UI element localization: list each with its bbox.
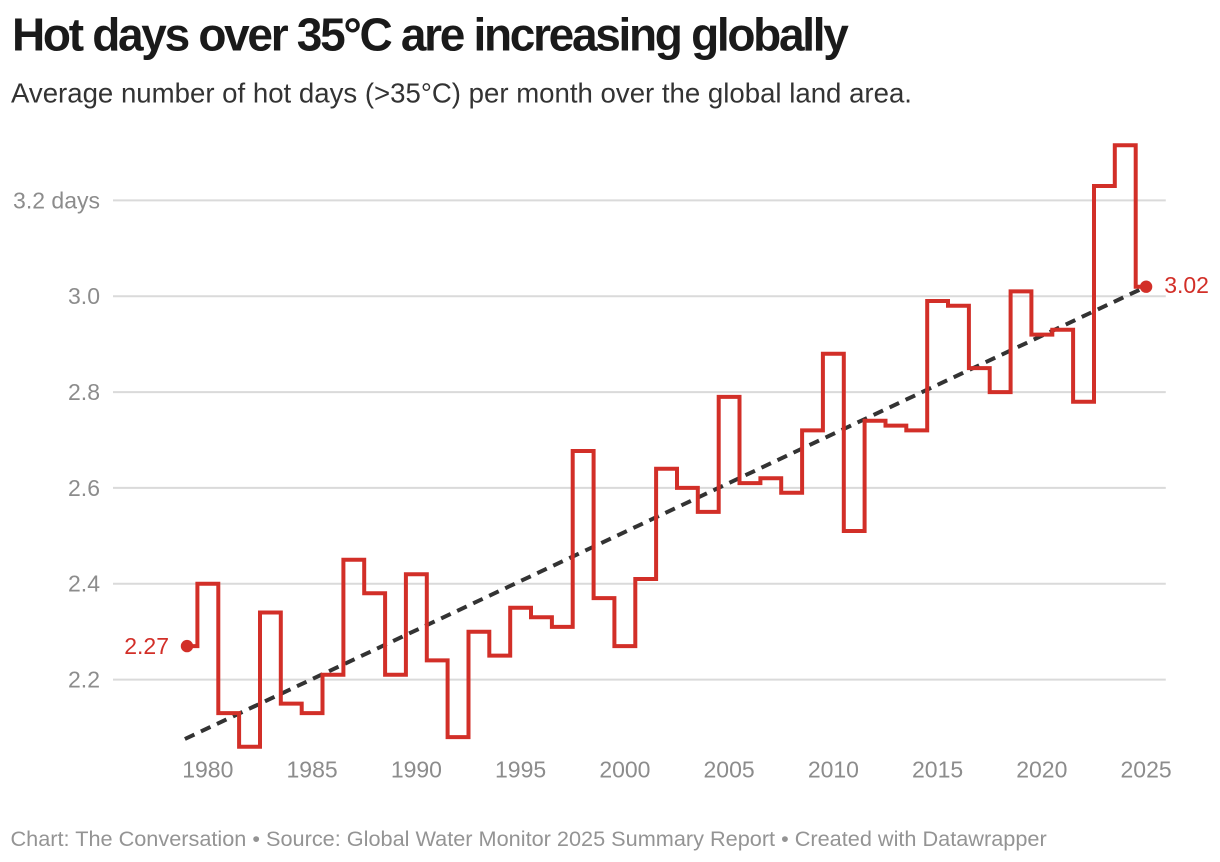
svg-text:1985: 1985 (287, 757, 338, 783)
svg-text:Chart: The Conversation • Sour: Chart: The Conversation • Source: Global… (11, 826, 1047, 851)
svg-text:3.2 days: 3.2 days (13, 187, 100, 213)
svg-text:2.2: 2.2 (68, 667, 100, 693)
svg-text:3.0: 3.0 (68, 283, 100, 309)
svg-text:2.6: 2.6 (68, 475, 100, 501)
svg-text:2.27: 2.27 (124, 633, 169, 659)
svg-text:2000: 2000 (599, 757, 650, 783)
svg-text:2.4: 2.4 (68, 571, 100, 597)
svg-text:Average number of hot days (>3: Average number of hot days (>35°C) per m… (11, 78, 912, 109)
svg-text:1995: 1995 (495, 757, 546, 783)
svg-text:3.02: 3.02 (1164, 272, 1209, 298)
svg-text:2025: 2025 (1121, 757, 1172, 783)
svg-text:2015: 2015 (912, 757, 963, 783)
svg-text:2020: 2020 (1016, 757, 1067, 783)
svg-text:1980: 1980 (182, 757, 233, 783)
svg-text:2.8: 2.8 (68, 379, 100, 405)
svg-text:2010: 2010 (808, 757, 859, 783)
svg-text:1990: 1990 (391, 757, 442, 783)
svg-text:Hot days over 35°C are increas: Hot days over 35°C are increasing global… (12, 8, 849, 60)
svg-text:2005: 2005 (704, 757, 755, 783)
